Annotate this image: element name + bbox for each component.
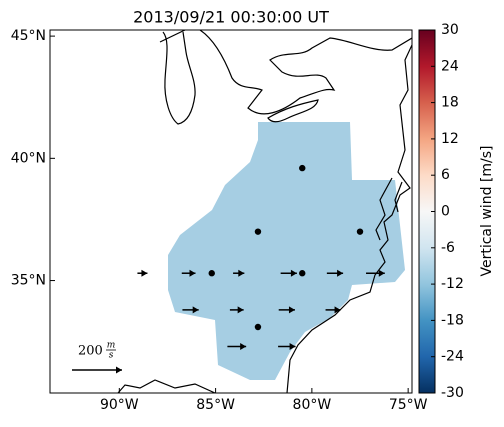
x-tick-label: 80°W <box>293 397 332 413</box>
y-tick-label: 45°N <box>11 28 46 44</box>
arrow-head <box>337 269 344 277</box>
arrow-head <box>237 306 244 314</box>
arrow-head <box>334 306 341 314</box>
colorbar-tick-label: -12 <box>441 276 464 292</box>
wind-vector <box>227 343 247 351</box>
colorbar-tick-label: 0 <box>441 204 450 220</box>
arrow-head <box>289 343 296 351</box>
reference-unit-top: m <box>107 341 116 351</box>
arrow-head <box>116 366 122 374</box>
colorbar-label: Vertical wind [m/s] <box>479 146 495 277</box>
colorbar-tick-label: -30 <box>441 385 464 401</box>
wind-vector <box>280 269 297 277</box>
gulf-coast <box>117 379 216 393</box>
arrow-head <box>189 269 196 277</box>
colorbar-tick-label: -24 <box>441 349 464 365</box>
wind-vector <box>278 306 295 314</box>
great-lakes-north <box>159 30 412 115</box>
colorbar-tick-label: 24 <box>441 58 459 74</box>
station <box>254 228 262 235</box>
wind-vector <box>325 306 341 314</box>
reference-unit-bottom: s <box>109 351 114 361</box>
wind-vector <box>366 269 385 277</box>
station <box>299 270 306 277</box>
station <box>356 228 364 235</box>
colorbar-tick-label: 18 <box>441 95 459 111</box>
arrow-head <box>192 306 199 314</box>
arrow-head <box>378 269 385 277</box>
east-coast <box>286 44 412 393</box>
y-tick-label: 40°N <box>11 150 46 166</box>
title: 2013/09/21 00:30:00 UT <box>133 8 329 27</box>
chesapeake <box>375 177 403 241</box>
y-tick-label: 35°N <box>11 273 46 289</box>
station <box>208 270 215 277</box>
wind-vector <box>233 269 245 277</box>
wind-vector <box>326 269 344 277</box>
coastlines <box>117 30 412 393</box>
reference-arrow <box>72 366 122 374</box>
station <box>254 323 262 331</box>
colorbar-tick-label: 12 <box>441 131 459 147</box>
colorbar-tick-label: -6 <box>441 240 455 256</box>
lake-michigan <box>162 31 196 125</box>
arrow-head <box>240 343 247 351</box>
wind-vector <box>137 269 148 277</box>
lake-erie <box>267 99 319 123</box>
wind-field <box>168 122 405 380</box>
wind-vector <box>181 269 196 277</box>
arrow-head <box>141 269 148 277</box>
x-tick-label: 75°W <box>389 397 428 413</box>
station <box>299 164 306 172</box>
arrow-head <box>290 269 297 277</box>
arrow-head <box>238 269 245 277</box>
colorbar-tick-label: 30 <box>441 22 459 38</box>
colorbar-tick-label: -18 <box>441 312 464 328</box>
reference-value: 200 <box>78 344 103 359</box>
wind-vector <box>278 343 296 351</box>
arrow-head <box>288 306 295 314</box>
plot-frame <box>49 29 413 394</box>
wind-vector <box>229 306 244 314</box>
colorbar-tick-label: 6 <box>441 167 450 183</box>
x-tick-label: 85°W <box>196 397 235 413</box>
x-tick-label: 90°W <box>100 397 139 413</box>
wind-vector <box>182 306 199 314</box>
